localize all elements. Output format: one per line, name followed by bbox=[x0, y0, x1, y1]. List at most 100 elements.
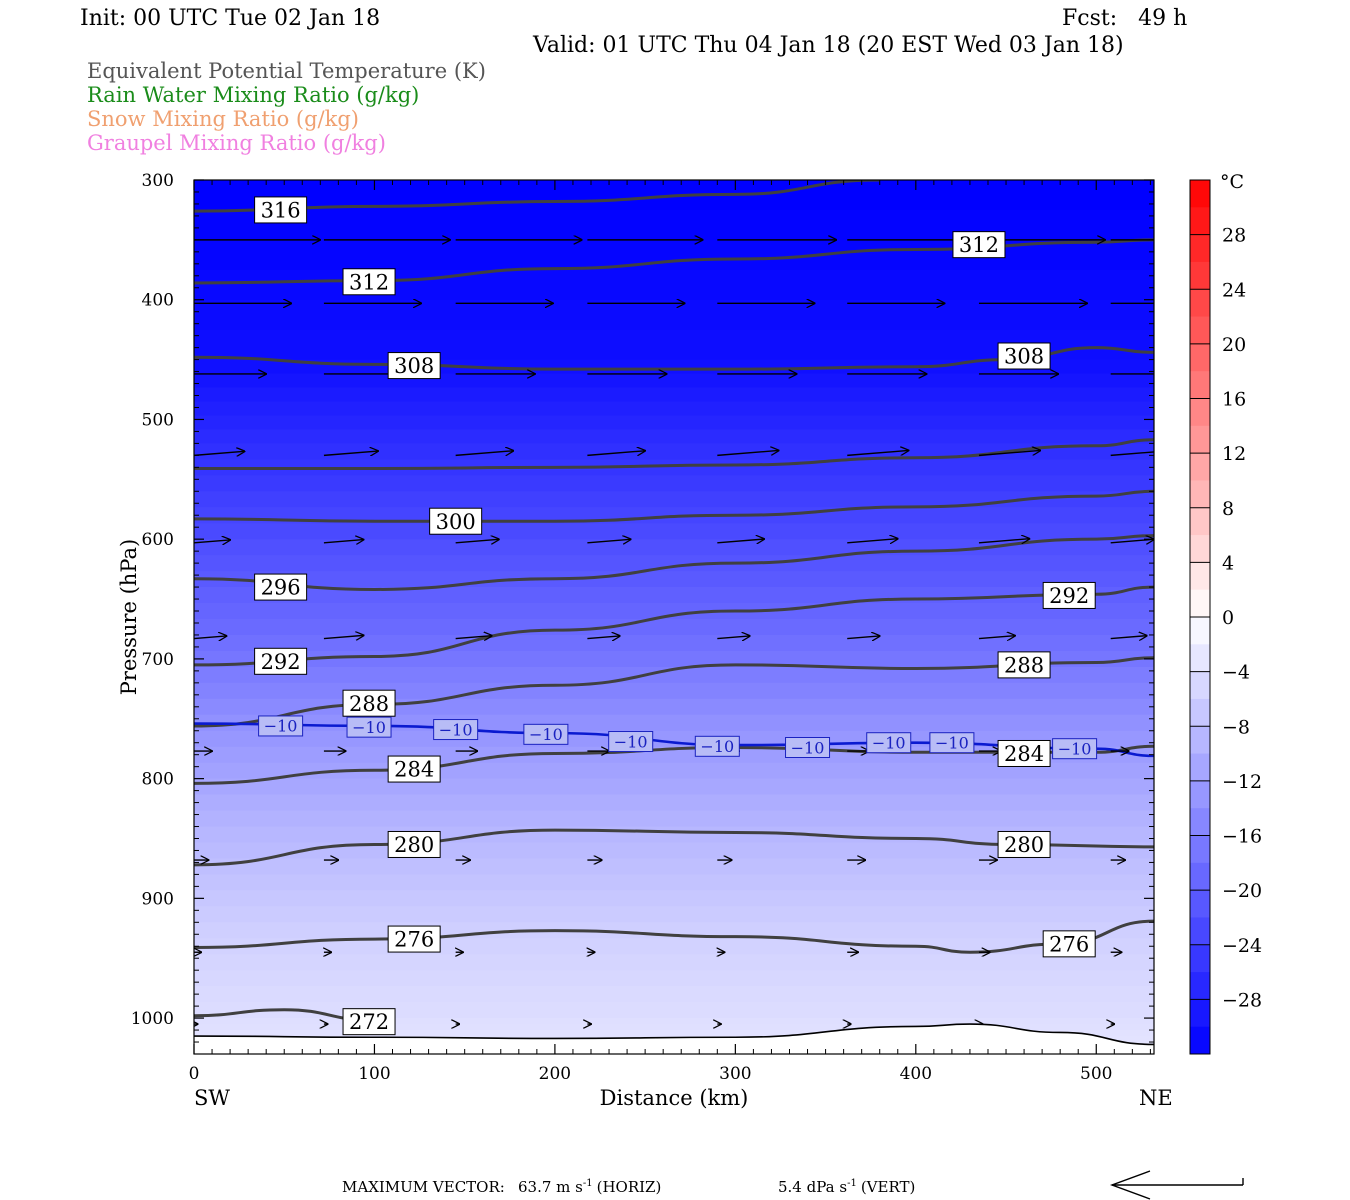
svg-text:288: 288 bbox=[349, 692, 389, 716]
isotherm-label: −10 bbox=[785, 737, 831, 759]
svg-text:−10: −10 bbox=[439, 720, 473, 739]
svg-text:284: 284 bbox=[1004, 742, 1044, 766]
y-tick-label: 900 bbox=[142, 889, 174, 909]
temperature-band bbox=[194, 618, 1154, 636]
colorbar-tick-label: −28 bbox=[1222, 989, 1262, 1011]
temperature-band bbox=[194, 571, 1154, 588]
colorbar-swatch bbox=[1190, 398, 1210, 427]
contour-label-308: 308 bbox=[997, 342, 1051, 370]
colorbar-tick-label: −4 bbox=[1222, 662, 1250, 684]
contour-label-276: 276 bbox=[387, 925, 441, 953]
colorbar-swatch bbox=[1190, 207, 1210, 236]
svg-text:312: 312 bbox=[349, 270, 389, 294]
isotherm-label: −10 bbox=[608, 731, 654, 753]
temperature-band bbox=[194, 874, 1154, 891]
colorbar-swatch bbox=[1190, 808, 1210, 836]
contour-label-312: 312 bbox=[952, 231, 1006, 259]
temperature-fill bbox=[194, 180, 1154, 1054]
y-tick-label: 300 bbox=[142, 171, 174, 191]
x-tick-label: 500 bbox=[1080, 1064, 1112, 1084]
wind-vector bbox=[323, 635, 364, 638]
x-axis-label: Distance (km) bbox=[600, 1086, 749, 1110]
colorbar-swatch bbox=[1190, 453, 1210, 481]
temperature-band bbox=[194, 555, 1154, 572]
temperature-band bbox=[194, 459, 1154, 476]
colorbar-swatch bbox=[1190, 972, 1210, 1000]
svg-text:276: 276 bbox=[1049, 932, 1089, 956]
colorbar-swatch bbox=[1190, 289, 1210, 318]
svg-text:308: 308 bbox=[394, 354, 434, 378]
theta-e-contour-276 bbox=[194, 919, 1154, 954]
contour-label-284: 284 bbox=[997, 739, 1051, 767]
wind-vector bbox=[847, 450, 908, 457]
svg-text:−10: −10 bbox=[264, 717, 298, 736]
svg-text:296: 296 bbox=[261, 576, 301, 600]
wind-vector bbox=[194, 451, 244, 455]
svg-text:−10: −10 bbox=[614, 732, 648, 751]
colorbar-swatch bbox=[1190, 644, 1210, 673]
temperature-band bbox=[194, 986, 1154, 1003]
contour-label-312: 312 bbox=[342, 268, 396, 296]
svg-text:292: 292 bbox=[1049, 584, 1089, 608]
colorbar-swatch bbox=[1190, 316, 1210, 345]
colorbar-swatch bbox=[1190, 343, 1210, 372]
svg-text:−10: −10 bbox=[1058, 739, 1092, 758]
colorbar-swatch bbox=[1190, 261, 1210, 290]
colorbar-swatch bbox=[1190, 698, 1210, 727]
contour-label-280: 280 bbox=[997, 830, 1051, 858]
reference-vector-icon bbox=[1109, 1170, 1244, 1200]
colorbar-swatch bbox=[1190, 535, 1210, 563]
endpoint-ne: NE bbox=[1139, 1086, 1173, 1110]
x-tick-label: 200 bbox=[539, 1064, 571, 1084]
field-label-theta-e: Equivalent Potential Temperature (K) bbox=[87, 59, 486, 83]
temperature-band bbox=[194, 299, 1154, 331]
y-tick-label: 700 bbox=[142, 650, 174, 670]
temperature-band bbox=[194, 329, 1154, 361]
wind-vector bbox=[323, 540, 364, 543]
svg-text:300: 300 bbox=[436, 510, 476, 534]
colorbar-swatch bbox=[1190, 999, 1210, 1028]
contour-label-292: 292 bbox=[254, 647, 308, 675]
terrain-line bbox=[194, 1023, 1154, 1046]
y-axis-label: Pressure (hPa) bbox=[117, 539, 141, 695]
temperature-band bbox=[194, 373, 1154, 389]
wind-vector bbox=[978, 636, 1015, 639]
temperature-band bbox=[194, 906, 1154, 923]
svg-text:−10: −10 bbox=[700, 737, 734, 756]
svg-text:−10: −10 bbox=[791, 738, 825, 757]
colorbar-swatch bbox=[1190, 671, 1210, 700]
colorbar-tick-label: −20 bbox=[1222, 880, 1262, 902]
temperature-band bbox=[194, 1018, 1154, 1025]
wind-vector bbox=[978, 539, 1029, 543]
temperature-band bbox=[194, 634, 1154, 652]
x-tick-label: 100 bbox=[358, 1064, 390, 1084]
temperature-band bbox=[194, 682, 1154, 700]
temperature-band bbox=[194, 475, 1154, 492]
init-time: Init: 00 UTC Tue 02 Jan 18 bbox=[80, 6, 380, 31]
temperature-band bbox=[194, 666, 1154, 684]
x-tick-label: 0 bbox=[189, 1064, 200, 1084]
wind-vector bbox=[455, 636, 492, 639]
wind-vector bbox=[194, 636, 226, 639]
colorbar-swatch bbox=[1190, 780, 1210, 809]
wind-vector bbox=[717, 539, 764, 543]
svg-text:280: 280 bbox=[1004, 833, 1044, 857]
svg-text:272: 272 bbox=[349, 1010, 389, 1034]
temperature-band bbox=[194, 209, 1154, 241]
colorbar-swatch bbox=[1190, 562, 1210, 591]
contour-label-292: 292 bbox=[1042, 581, 1096, 609]
colorbar-tick-label: 12 bbox=[1222, 443, 1246, 465]
colorbar: 28 24 20 16 12 8 4 0 −4 −8 −12 −16 −20 −24 −28 bbox=[1189, 179, 1262, 1055]
svg-text:276: 276 bbox=[394, 928, 434, 952]
theta-e-contour-308 bbox=[194, 346, 1154, 371]
temperature-band bbox=[194, 698, 1154, 716]
temperature-band bbox=[194, 387, 1154, 403]
contour-label-300: 300 bbox=[429, 507, 483, 535]
colorbar-swatch bbox=[1190, 917, 1210, 946]
max-vector-label: MAXIMUM VECTOR: bbox=[342, 1178, 505, 1196]
wind-vector bbox=[194, 540, 230, 543]
svg-text:308: 308 bbox=[1004, 345, 1044, 369]
colorbar-tick-label: 0 bbox=[1222, 607, 1234, 629]
isotherm-label: −10 bbox=[929, 732, 975, 754]
temperature-band bbox=[194, 1024, 1154, 1031]
